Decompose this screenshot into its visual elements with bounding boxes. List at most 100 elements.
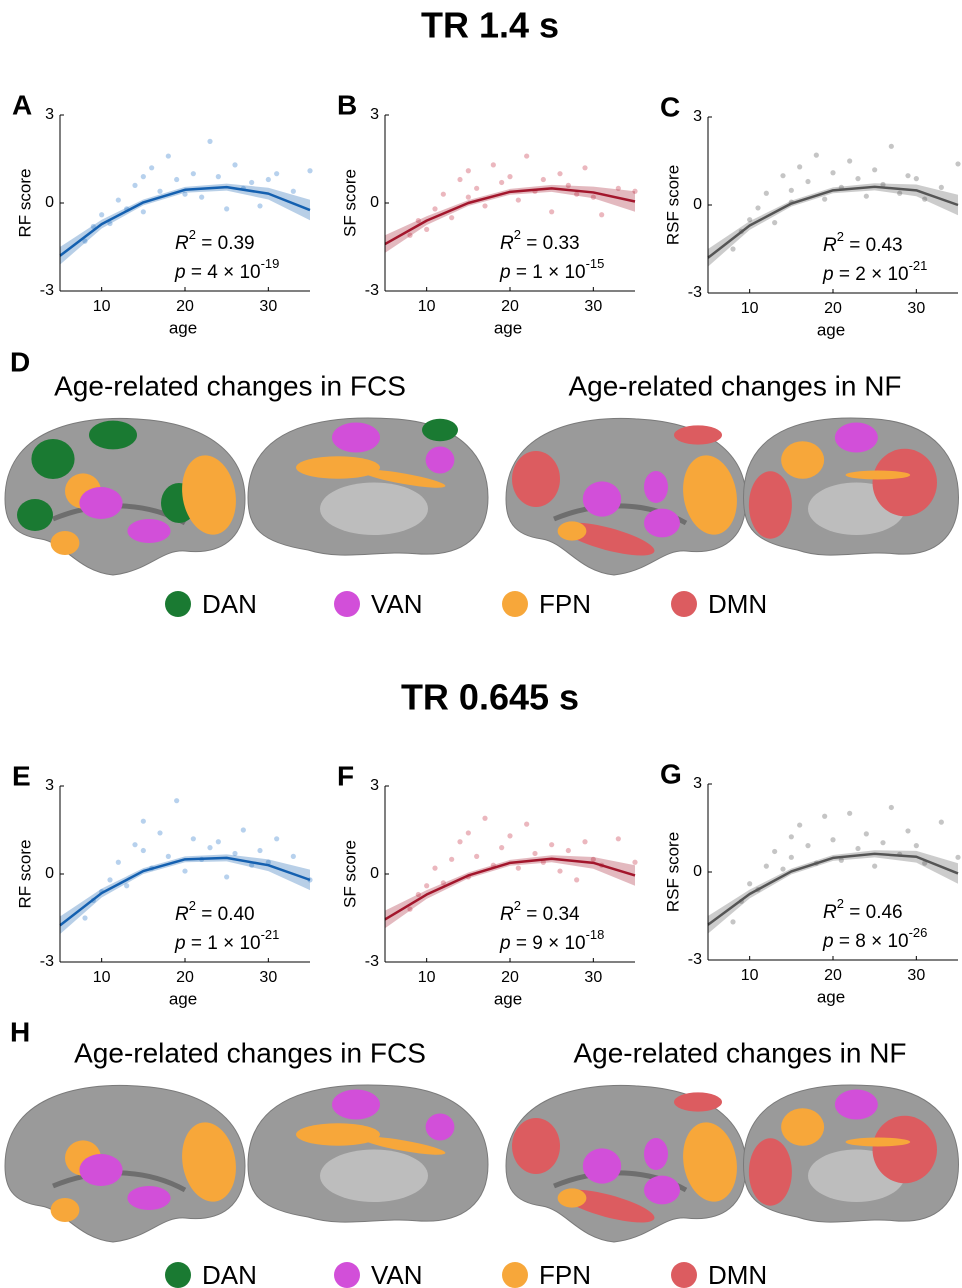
data-point (830, 170, 835, 175)
data-point (507, 833, 512, 838)
data-point (216, 174, 221, 179)
data-point (830, 837, 835, 842)
p-value: p = 4 × 10-19 (174, 256, 279, 283)
legend-label: DAN (202, 1260, 257, 1288)
r-symbol: R (175, 233, 189, 254)
data-point (257, 203, 262, 208)
legend-label: VAN (371, 589, 423, 619)
data-point (482, 816, 487, 821)
data-point (764, 864, 769, 869)
p-value: p = 9 × 10-18 (499, 927, 604, 954)
data-point (491, 162, 496, 167)
map-title: Age-related changes in FCS (54, 370, 406, 401)
network-region (79, 1154, 122, 1186)
x-tick-label: 30 (259, 298, 277, 315)
data-point (157, 830, 162, 835)
data-point (291, 189, 296, 194)
data-point (939, 820, 944, 825)
network-region (749, 1138, 792, 1206)
y-tick-label: 3 (45, 777, 54, 794)
map-title: Age-related changes in FCS (74, 1037, 426, 1068)
p-text: = 1 × 10 (511, 262, 586, 283)
panel-letter: G (660, 758, 682, 789)
data-point (582, 839, 587, 844)
data-point (814, 153, 819, 158)
network-region (422, 419, 458, 442)
p-value: p = 1 × 10-15 (499, 256, 604, 283)
data-point (939, 185, 944, 190)
data-point (191, 836, 196, 841)
data-point (241, 827, 246, 832)
data-point (432, 866, 437, 871)
data-point (524, 153, 529, 158)
r-value: = 0.46 (844, 902, 903, 923)
p-symbol: p (822, 264, 834, 285)
data-point (905, 173, 910, 178)
p-text: = 4 × 10 (186, 262, 261, 283)
figure: A-303102030ageRF scoreR2 = 0.39p = 4 × 1… (0, 0, 962, 1288)
brain-medial (248, 418, 488, 555)
data-point (274, 836, 279, 841)
y-tick-label: -3 (365, 953, 379, 970)
data-point (797, 822, 802, 827)
data-point (174, 177, 179, 182)
network-region (873, 1116, 938, 1184)
network-region (426, 447, 455, 474)
network-region (51, 1198, 80, 1222)
r-symbol: R (500, 233, 514, 254)
brain-lateral (506, 1085, 746, 1242)
r-symbol: R (500, 904, 514, 925)
network-region (558, 1188, 587, 1207)
r-value: = 0.43 (844, 235, 903, 256)
data-point (224, 874, 229, 879)
p-text: = 9 × 10 (511, 933, 586, 954)
data-point (574, 877, 579, 882)
legend-swatch (671, 1262, 697, 1288)
network-region (512, 451, 560, 507)
data-point (864, 194, 869, 199)
data-point (141, 819, 146, 824)
p-symbol: p (174, 933, 186, 954)
network-region (583, 1148, 621, 1183)
legend-swatch (334, 591, 360, 617)
data-point (772, 220, 777, 225)
y-tick-label: 3 (45, 106, 54, 123)
x-tick-label: 20 (176, 298, 194, 315)
data-point (516, 866, 521, 871)
network-region (674, 425, 722, 444)
data-point (805, 843, 810, 848)
x-axis-label: age (169, 989, 197, 1008)
data-point (755, 205, 760, 210)
network-region (127, 1186, 170, 1210)
y-axis-label: RF score (15, 169, 34, 238)
r-value: = 0.34 (521, 904, 580, 925)
section-title: TR 0.645 s (401, 677, 579, 718)
data-point (116, 197, 121, 202)
network-region (31, 439, 74, 479)
data-point (224, 206, 229, 211)
network-region (835, 1090, 878, 1120)
data-point (557, 868, 562, 873)
network-region (89, 421, 137, 450)
data-point (730, 246, 735, 251)
network-region (644, 1138, 668, 1170)
p-value: p = 1 × 10-21 (174, 927, 279, 954)
x-axis-label: age (817, 987, 845, 1006)
data-point (107, 877, 112, 882)
data-point (274, 171, 279, 176)
panel-letter: H (10, 1016, 30, 1047)
network-region (781, 1108, 824, 1146)
data-point (789, 855, 794, 860)
x-tick-label: 20 (824, 967, 842, 984)
r-squared: R2 = 0.33 (500, 227, 580, 254)
data-point (191, 171, 196, 176)
data-point (905, 828, 910, 833)
y-tick-label: -3 (688, 284, 702, 301)
legend-label: DMN (708, 589, 767, 619)
x-tick-label: 10 (418, 298, 436, 315)
data-point (780, 173, 785, 178)
y-axis-label: SF score (340, 169, 359, 237)
y-axis-label: RF score (15, 840, 34, 909)
data-point (955, 161, 960, 166)
x-tick-label: 20 (501, 298, 519, 315)
